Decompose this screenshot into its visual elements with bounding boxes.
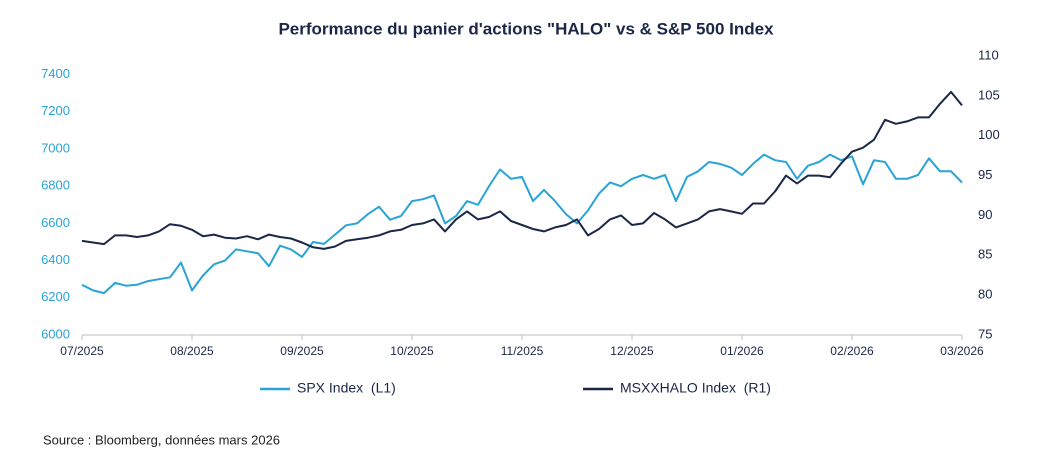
- x-tick-label: 03/2026: [940, 344, 984, 358]
- y-tick-label: 7200: [41, 103, 70, 118]
- y-tick-label: 7400: [41, 66, 70, 81]
- source-note: Source : Bloomberg, données mars 2026: [43, 432, 280, 447]
- x-tick-label: 10/2025: [390, 344, 434, 358]
- x-tick-label: 12/2025: [610, 344, 654, 358]
- series-line: [81, 90, 963, 250]
- y2-tick-label: 85: [978, 247, 992, 262]
- y-tick-label: 6600: [41, 215, 70, 230]
- x-tick-label: 09/2025: [280, 344, 324, 358]
- y-tick-label: 7000: [41, 140, 70, 155]
- y2-tick-label: 90: [978, 207, 992, 222]
- y-tick-label: 6800: [41, 178, 70, 193]
- x-tick-label: 11/2025: [501, 344, 544, 358]
- legend-label: SPX Index (L1): [297, 380, 396, 396]
- chart-title: Performance du panier d'actions "HALO" v…: [278, 19, 774, 38]
- series-line: [81, 153, 963, 295]
- y2-tick-label: 80: [978, 287, 992, 302]
- y-tick-label: 6200: [41, 289, 70, 304]
- legend-label: MSXXHALO Index (R1): [620, 380, 771, 396]
- y2-tick-label: 110: [978, 47, 999, 62]
- y2-tick-label: 95: [978, 167, 992, 182]
- y-tick-label: 6000: [41, 326, 70, 341]
- y-tick-label: 6400: [41, 252, 70, 267]
- y2-tick-label: 75: [978, 326, 992, 341]
- x-tick-label: 02/2026: [830, 344, 874, 358]
- y2-tick-label: 100: [978, 127, 1000, 142]
- y2-tick-label: 105: [978, 87, 1000, 102]
- x-tick-label: 01/2026: [720, 344, 764, 358]
- x-tick-label: 08/2025: [170, 344, 214, 358]
- x-tick-label: 07/2025: [60, 344, 104, 358]
